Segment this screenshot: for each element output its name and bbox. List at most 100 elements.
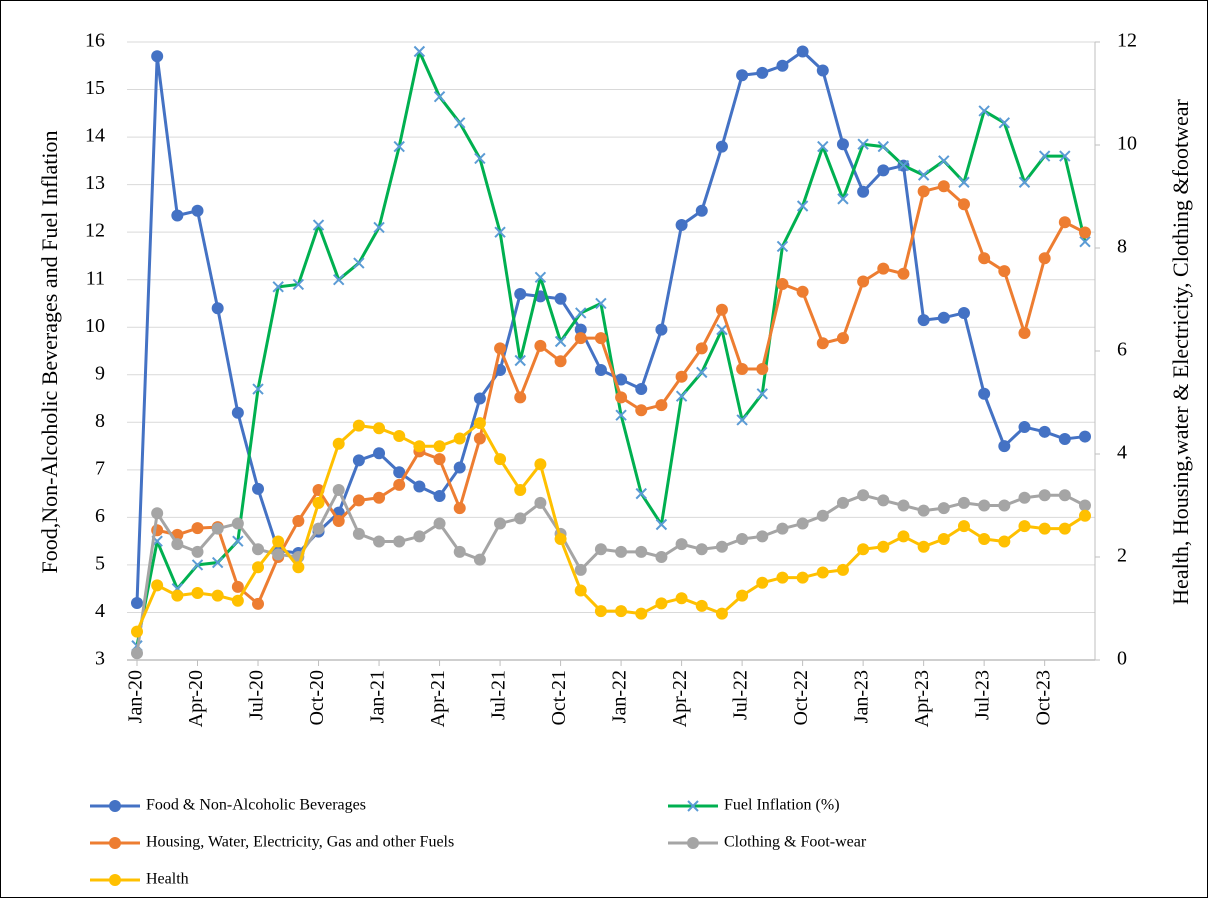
- point: [231, 594, 244, 607]
- y2-tick-label: 0: [1117, 648, 1127, 670]
- point: [695, 543, 708, 556]
- point: [836, 563, 849, 576]
- point: [655, 323, 668, 336]
- point: [211, 302, 224, 315]
- point: [615, 545, 628, 558]
- point: [998, 440, 1011, 453]
- point: [292, 278, 305, 291]
- point: [877, 494, 890, 507]
- point: [1058, 489, 1071, 502]
- point: [736, 69, 749, 82]
- point: [413, 440, 426, 453]
- y2-axis-title: Health, Housing,water & Electricity, Clo…: [1168, 98, 1193, 604]
- point: [252, 561, 265, 574]
- point: [1079, 226, 1091, 239]
- y2-tick-label: 6: [1117, 339, 1127, 361]
- point: [191, 559, 204, 571]
- point: [151, 50, 164, 63]
- point: [776, 522, 789, 535]
- point: [615, 373, 628, 386]
- point: [635, 487, 647, 500]
- point: [211, 556, 224, 569]
- point: [1038, 489, 1051, 502]
- point: [857, 489, 870, 502]
- point: [312, 219, 325, 231]
- point: [494, 342, 507, 355]
- point: [978, 252, 991, 265]
- point: [756, 363, 769, 376]
- point: [453, 432, 466, 445]
- point: [695, 204, 708, 217]
- point: [897, 530, 910, 543]
- point: [594, 543, 607, 556]
- point: [534, 339, 547, 352]
- point: [998, 535, 1011, 548]
- legend-label: Health: [146, 871, 189, 888]
- point: [1018, 176, 1031, 188]
- point: [575, 307, 587, 319]
- point: [393, 466, 406, 479]
- point: [696, 366, 708, 379]
- point: [474, 152, 486, 165]
- point: [715, 540, 728, 553]
- y2-tick-label: 10: [1117, 133, 1137, 155]
- point: [655, 551, 668, 563]
- point: [514, 354, 526, 367]
- y-tick-label: 6: [95, 505, 105, 527]
- point: [917, 314, 930, 327]
- point: [675, 592, 688, 605]
- point: [837, 193, 849, 205]
- legend-marker: [109, 800, 121, 812]
- x-tick-label: Jul-21: [488, 670, 510, 720]
- x-tick-label: Jan-23: [851, 670, 873, 723]
- point: [695, 599, 708, 612]
- point: [393, 478, 406, 491]
- point: [635, 545, 648, 558]
- point: [1038, 252, 1051, 265]
- point: [857, 185, 870, 198]
- point: [715, 607, 728, 620]
- point: [796, 200, 809, 212]
- y-tick-label: 10: [85, 315, 105, 337]
- point: [938, 155, 950, 167]
- y-tick-label: 16: [85, 30, 105, 52]
- point: [514, 391, 527, 404]
- point: [917, 169, 930, 181]
- point: [655, 518, 668, 531]
- point: [1079, 235, 1091, 248]
- point: [373, 221, 385, 234]
- point: [252, 543, 265, 556]
- point: [776, 278, 789, 291]
- point: [615, 605, 628, 618]
- point: [312, 496, 325, 509]
- point: [1018, 421, 1031, 434]
- point: [171, 209, 184, 222]
- point: [877, 140, 890, 153]
- point: [917, 504, 930, 517]
- legend-label: Fuel Inflation (%): [724, 797, 840, 814]
- point: [937, 532, 950, 545]
- x-tick-label: Jan-22: [609, 670, 631, 723]
- point: [675, 370, 688, 383]
- series: [131, 417, 1091, 638]
- point: [1058, 432, 1071, 445]
- x-tick-label: Oct-21: [548, 670, 570, 726]
- point: [635, 383, 648, 396]
- point: [836, 332, 849, 345]
- point: [494, 453, 507, 466]
- point: [716, 323, 728, 336]
- point: [736, 589, 749, 602]
- series: [131, 484, 1091, 660]
- point: [373, 422, 386, 435]
- point: [211, 522, 224, 535]
- y-axis-title: Food,Non-Alcoholic Beverages and Fuel In…: [37, 131, 62, 574]
- point: [615, 409, 627, 421]
- point: [231, 580, 244, 593]
- y-tick-label: 11: [86, 267, 105, 289]
- point: [655, 399, 668, 412]
- point: [211, 589, 224, 602]
- point: [151, 507, 164, 520]
- point: [897, 267, 910, 280]
- point: [413, 530, 426, 543]
- x-tick-label: Oct-20: [306, 670, 328, 726]
